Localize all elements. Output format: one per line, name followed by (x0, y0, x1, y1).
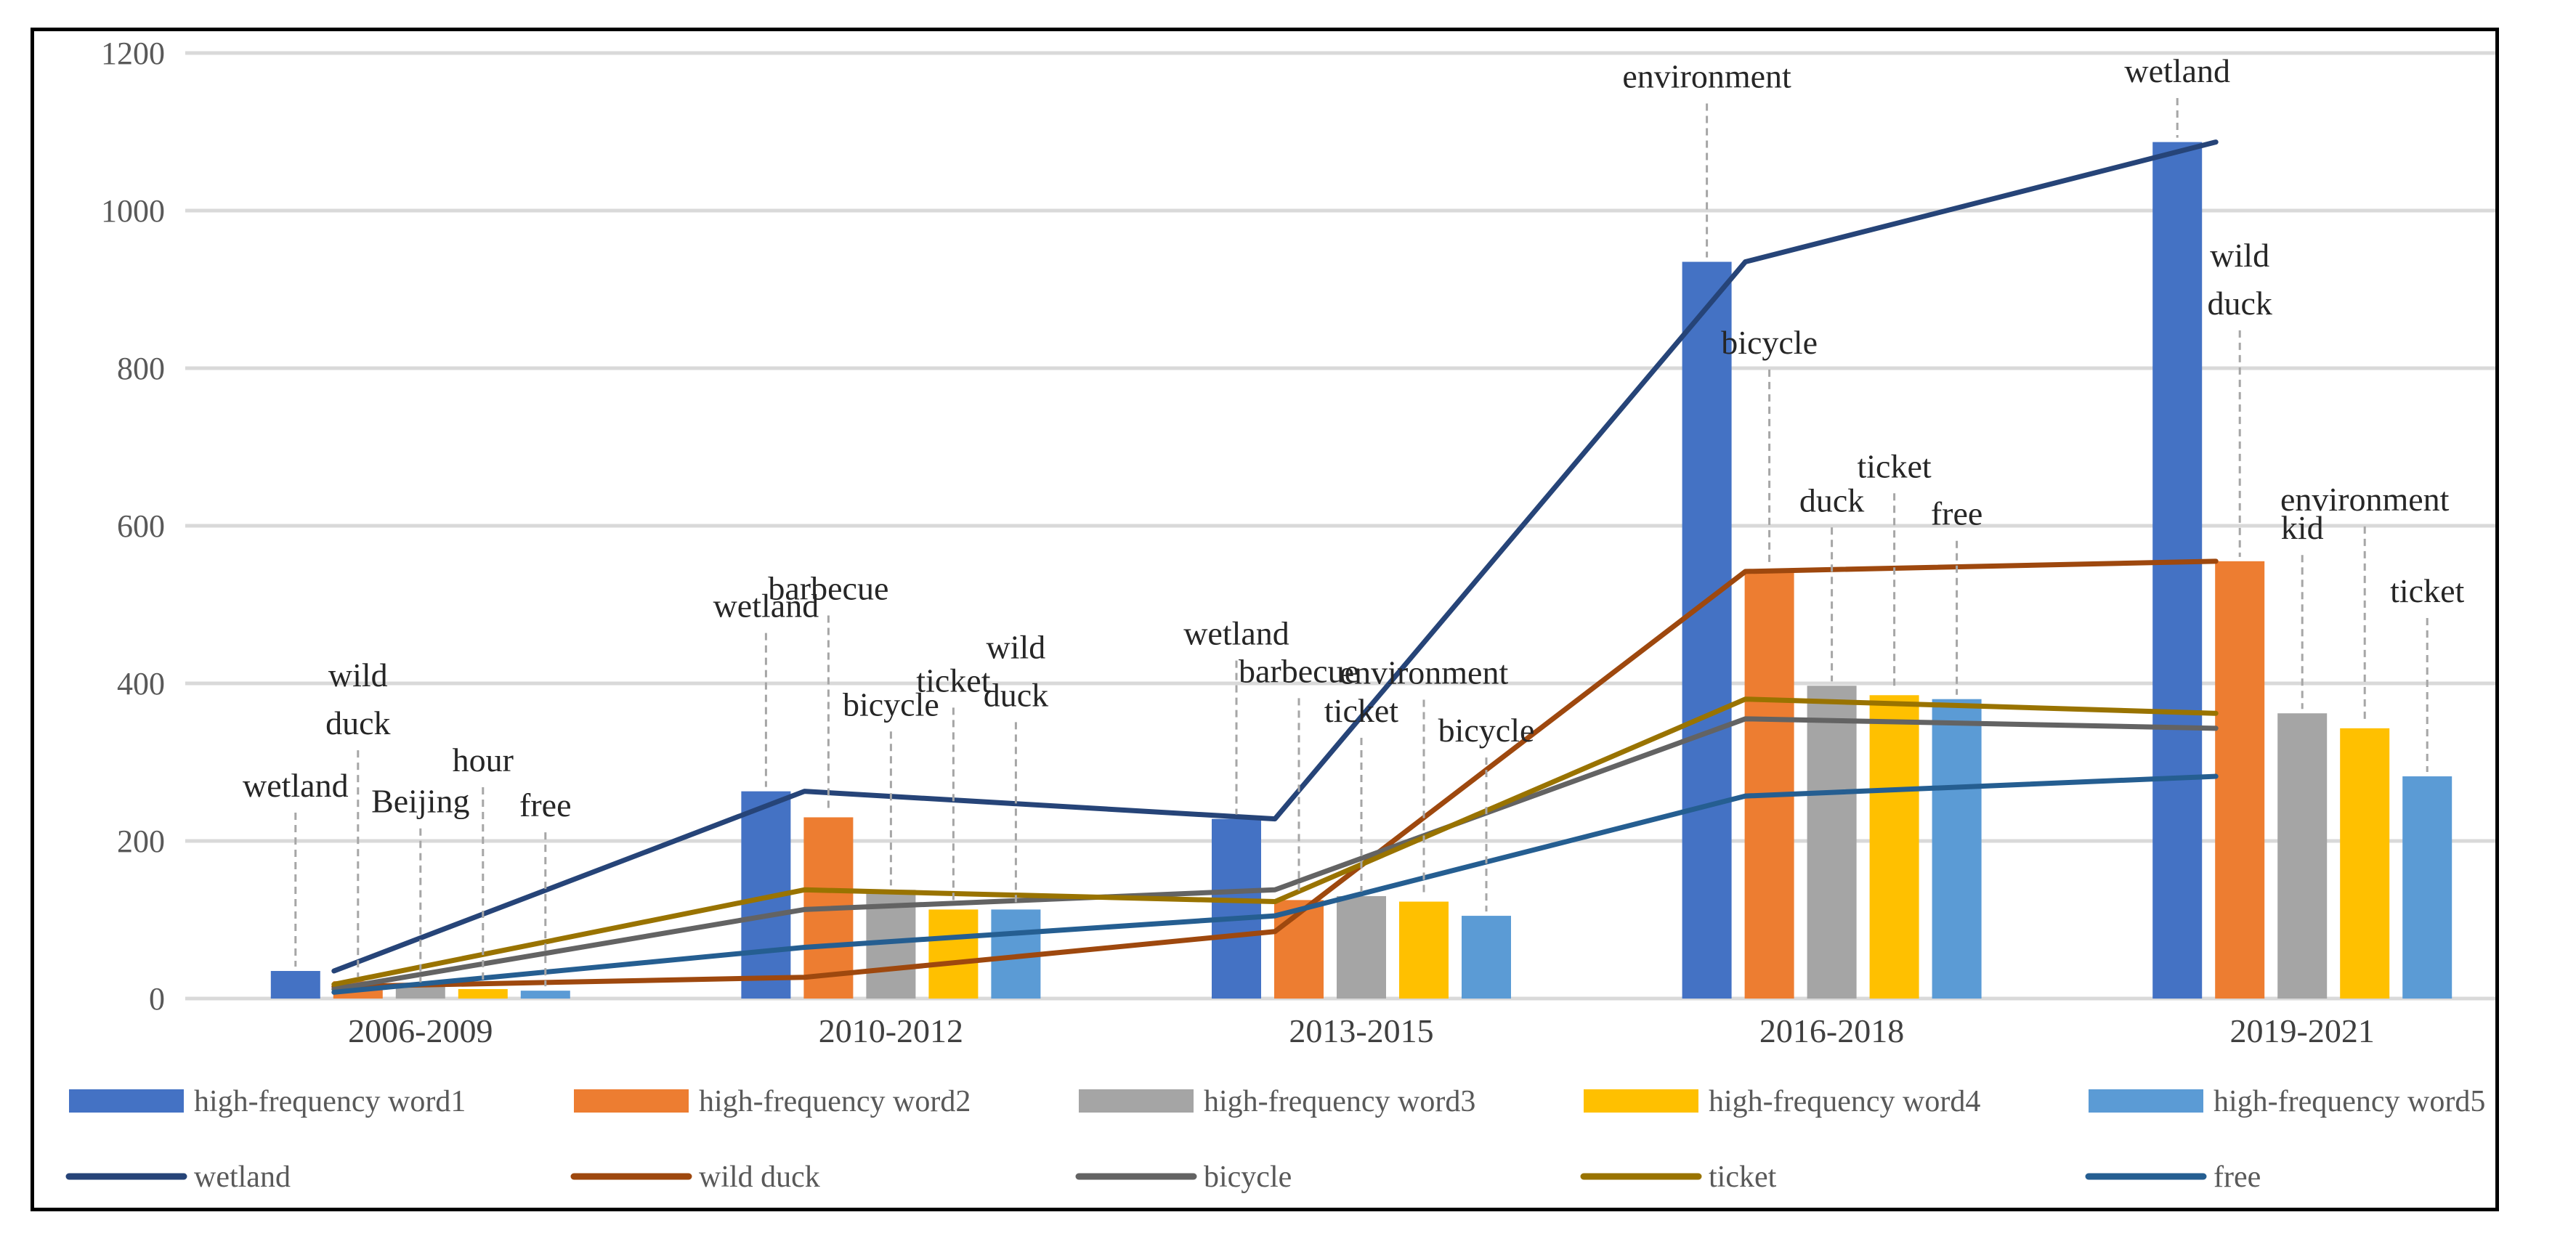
bar (458, 988, 508, 999)
legend-label: bicycle (1204, 1160, 1292, 1194)
data-label: ticket (1858, 447, 1932, 484)
data-label: wetland (243, 767, 349, 804)
data-label: wetland (2124, 52, 2230, 89)
bar (1869, 695, 1919, 999)
x-tick-label: 2010-2012 (819, 1012, 963, 1049)
legend-label: ticket (1709, 1160, 1777, 1194)
bar (928, 909, 979, 999)
chart-frame: 0 200 400 600 800 1000 1200 2006-2009 2010-2012 2… (31, 28, 2499, 1211)
y-tick-label: 0 (149, 981, 165, 1017)
bar (395, 986, 445, 999)
legend-swatch (69, 1089, 184, 1113)
data-label: free (519, 786, 571, 824)
data-label: bicycle (843, 686, 939, 723)
legend-swatch (574, 1089, 689, 1113)
legend-label: high-frequency word2 (699, 1085, 971, 1118)
data-label: environment (1622, 58, 1791, 95)
data-label: hour (453, 741, 514, 778)
bar (270, 971, 320, 999)
data-label: kid (2281, 509, 2324, 546)
legend-label: wild duck (699, 1160, 820, 1194)
data-label: ticket (916, 662, 990, 699)
data-label: wild duck (984, 628, 1048, 713)
series-line (331, 558, 2219, 990)
data-label: barbecue (768, 569, 888, 606)
series-line (331, 773, 2219, 995)
data-label: duck (1799, 481, 1864, 519)
series-line (331, 716, 2219, 992)
x-tick-label: 2013-2015 (1289, 1012, 1433, 1049)
data-label: bicycle (1721, 324, 1818, 361)
x-tick-label: 2019-2021 (2230, 1012, 2375, 1049)
bar (1682, 261, 1732, 999)
data-label: environment (1340, 654, 1509, 691)
y-tick-label: 1000 (101, 193, 165, 229)
legend-swatch (1079, 1089, 1194, 1113)
data-label: wetland (713, 588, 819, 625)
data-label: wild duck (2207, 237, 2272, 322)
y-tick-label: 200 (117, 824, 165, 859)
bar (2152, 142, 2203, 999)
legend-label: high-frequency word4 (1709, 1085, 1980, 1118)
series-line (331, 139, 2219, 974)
legend-swatch (1584, 1089, 1698, 1113)
chart-svg: 0 200 400 600 800 1000 1200 2006-2009 2010-2012 2… (65, 36, 2495, 1194)
bar (2215, 561, 2265, 999)
data-label: ticket (1324, 692, 1398, 729)
bar (1462, 916, 1511, 999)
bar (1337, 895, 1386, 999)
data-label: bicycle (1438, 712, 1535, 749)
data-label: wild duck (325, 656, 390, 741)
data-label: Beijing (371, 783, 469, 820)
x-tick-label: 2016-2018 (1759, 1012, 1904, 1049)
legend-label: free (2214, 1160, 2261, 1194)
bar (1807, 686, 1857, 999)
y-tick-label: 600 (117, 508, 165, 544)
data-label: free (1931, 495, 1982, 532)
data-label: wetland (1183, 615, 1289, 652)
bar (2340, 728, 2390, 999)
bar (1932, 699, 1982, 999)
bar (520, 991, 570, 999)
bar (1744, 571, 1794, 999)
legend-label: high-frequency word3 (1204, 1085, 1475, 1118)
data-label: barbecue (1239, 652, 1359, 689)
legend-label: wetland (194, 1160, 291, 1194)
legend-swatch (2089, 1089, 2203, 1113)
y-tick-label: 1200 (101, 36, 165, 71)
bar (2277, 713, 2328, 999)
x-tick-label: 2006-2009 (348, 1012, 493, 1049)
data-label: environment (2280, 481, 2450, 518)
data-label: ticket (2390, 572, 2464, 609)
bar (1399, 901, 1449, 999)
y-tick-label: 400 (117, 666, 165, 702)
series-line (331, 696, 2219, 987)
bar (2402, 776, 2453, 999)
legend-label: high-frequency word1 (194, 1085, 466, 1118)
y-tick-label: 800 (117, 351, 165, 386)
bar (1212, 818, 1261, 999)
legend-label: high-frequency word5 (2214, 1085, 2485, 1118)
